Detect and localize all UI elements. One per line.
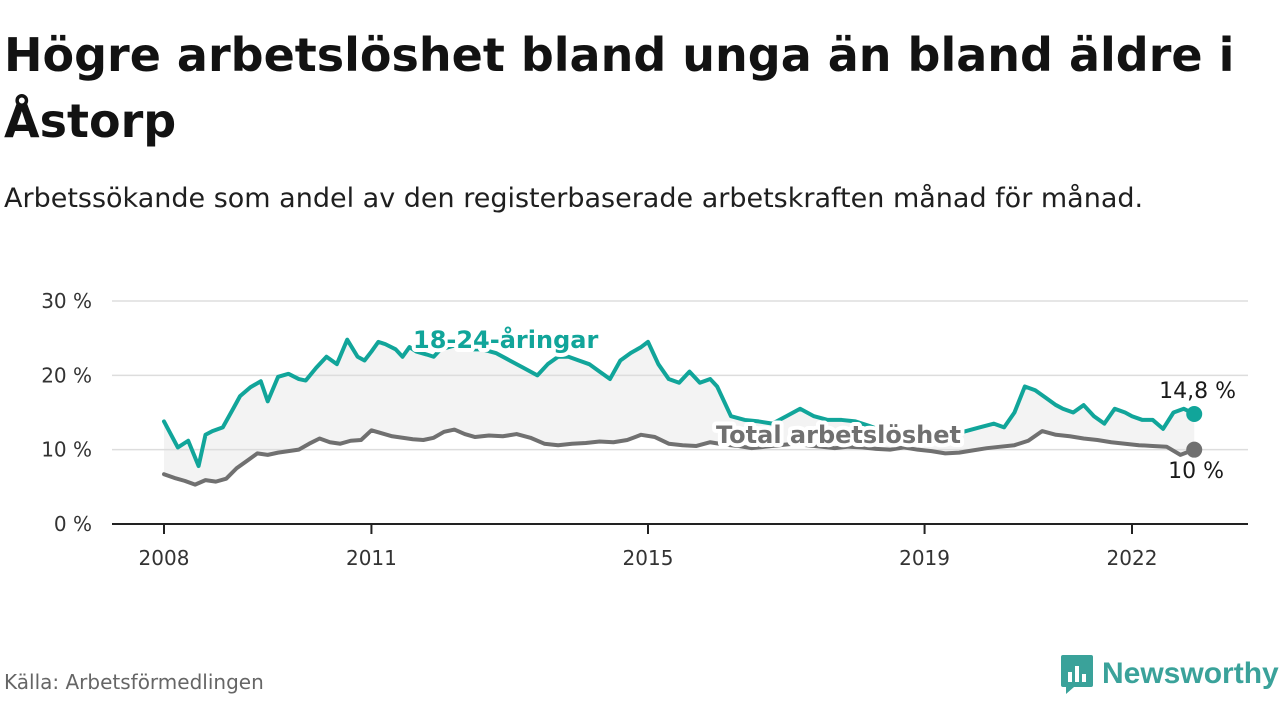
page-title: Högre arbetslöshet bland unga än bland ä… (4, 28, 1235, 148)
total-line (162, 427, 1197, 487)
x-tick-label: 2022 (1107, 546, 1158, 570)
x-tick-label: 2011 (346, 546, 397, 570)
y-tick-label: 0 % (54, 512, 92, 536)
series-lines (162, 337, 1203, 487)
y-tick-label: 30 % (41, 289, 92, 313)
source-note: Källa: Arbetsförmedlingen (4, 670, 264, 694)
chart-subtitle: Arbetssökande som andel av den registerb… (4, 183, 1144, 214)
line-chart: 0 % 10 % 20 % 30 % 2008 2011 2015 2019 2022 18-24… (41, 289, 1248, 570)
youth-line (162, 337, 1197, 469)
youth-series-label-halo: 18-24-åringar (413, 325, 598, 354)
y-tick-label: 10 % (41, 438, 92, 462)
youth-line-end-dot (1186, 405, 1203, 422)
labels-layer: 0 % 10 % 20 % 30 % 2008 2011 2015 2019 2022 18-24… (41, 289, 1236, 570)
newsworthy-logo-icon (1061, 655, 1093, 694)
brand-name: Newsworthy (1102, 657, 1279, 690)
x-tick-label: 2015 (623, 546, 674, 570)
y-tick-label: 20 % (41, 363, 92, 387)
range-band-layer (164, 339, 1195, 485)
range-band (164, 339, 1195, 485)
total-series-label: Total arbetslöshet (716, 421, 961, 449)
total-series-label-halo: Total arbetslöshet (716, 421, 961, 449)
x-tick-label: 2008 (139, 546, 190, 570)
total-line-end-dot (1186, 441, 1203, 458)
youth-end-label: 14,8 % (1159, 379, 1236, 404)
total-end-label: 10 % (1168, 459, 1224, 484)
youth-series-label: 18-24-åringar (413, 325, 598, 354)
x-tick-label: 2019 (899, 546, 950, 570)
brand-logo: Newsworthy (1060, 654, 1279, 694)
